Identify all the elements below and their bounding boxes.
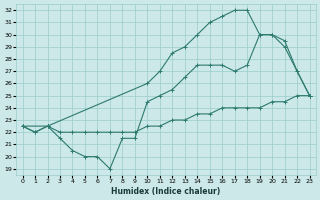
- X-axis label: Humidex (Indice chaleur): Humidex (Indice chaleur): [111, 187, 221, 196]
